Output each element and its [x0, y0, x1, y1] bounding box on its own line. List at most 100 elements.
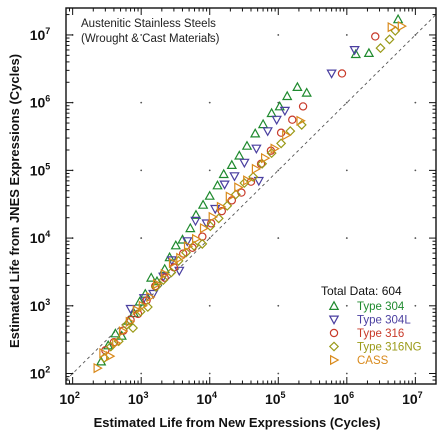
data-point	[281, 90, 293, 101]
legend-label: CASS	[357, 355, 389, 367]
data-point	[225, 191, 236, 202]
annotation-line-2: (Wrought & Cast Materials)	[81, 33, 220, 45]
data-point	[274, 100, 285, 111]
grid-dot	[140, 237, 143, 239]
data-point	[121, 319, 132, 331]
data-point	[298, 102, 308, 111]
x-tick-label: 103	[128, 390, 149, 407]
data-point	[234, 182, 244, 193]
data-point	[288, 115, 297, 124]
data-point	[326, 69, 337, 79]
grid-dot	[140, 101, 143, 104]
data-point	[93, 362, 103, 374]
data-point	[127, 322, 139, 334]
grid-dot	[345, 237, 348, 239]
grid-dot	[414, 237, 417, 239]
legend-label: Type 316NG	[357, 342, 422, 354]
legend-title: Total Data: 604	[321, 284, 402, 298]
grid-dot	[414, 304, 417, 307]
data-point	[239, 158, 250, 169]
grid-dot	[277, 34, 280, 36]
legend-label: Type 316	[357, 328, 404, 340]
data-point	[371, 32, 380, 41]
data-point	[230, 189, 241, 200]
y-axis-title: Estimated Life from JNES Expressions (Cy…	[7, 54, 22, 348]
data-point	[253, 176, 265, 187]
grid-dot	[277, 304, 280, 307]
data-point	[118, 326, 129, 337]
data-point	[248, 171, 259, 182]
grid-dot	[277, 237, 280, 239]
x-tick-label: 107	[402, 390, 423, 407]
y-tick-label: 102	[30, 365, 51, 382]
data-point	[292, 81, 303, 92]
data-point	[125, 316, 136, 328]
legend-marker	[330, 354, 340, 366]
data-point	[234, 150, 245, 160]
x-tick-label: 106	[334, 390, 355, 407]
grid-dot	[414, 34, 417, 36]
data-point	[296, 115, 306, 127]
legend-label: Type 304	[357, 301, 405, 313]
data-point	[241, 140, 253, 150]
data-point	[266, 148, 277, 159]
data-point	[105, 350, 116, 362]
grid-dot	[140, 169, 143, 172]
data-point	[337, 69, 347, 78]
grid-dot	[345, 169, 348, 172]
data-point	[185, 222, 196, 233]
y-tick-label: 105	[30, 161, 51, 178]
data-point	[176, 252, 186, 264]
data-point	[146, 291, 156, 303]
data-point	[153, 278, 163, 290]
data-point	[218, 168, 229, 179]
grid-dot	[345, 34, 348, 36]
plot-frame-layer	[65, 7, 437, 385]
data-point	[183, 240, 194, 252]
data-point	[135, 306, 146, 317]
data-point	[227, 196, 237, 205]
data-point	[208, 211, 219, 223]
data-point	[170, 239, 182, 250]
data-point	[174, 266, 185, 277]
data-point	[387, 21, 398, 33]
data-point	[188, 240, 200, 251]
series-type-316ng	[99, 25, 401, 363]
legend-marker	[329, 328, 339, 338]
grid-dot	[277, 169, 280, 172]
data-point	[301, 87, 312, 97]
data-point	[182, 237, 193, 247]
legend-marker	[328, 300, 340, 310]
grid-dot	[414, 169, 417, 172]
data-point	[270, 143, 280, 154]
grid-dot	[208, 304, 211, 307]
data-point	[249, 128, 261, 138]
grid-dot	[140, 372, 143, 375]
data-point	[243, 175, 253, 186]
data-point	[219, 180, 230, 190]
data-point	[105, 341, 116, 352]
grid-dot	[345, 304, 348, 307]
x-tick-label: 102	[59, 390, 80, 407]
grid-dot	[208, 237, 211, 239]
grid-dot	[345, 372, 348, 375]
data-point	[132, 304, 143, 316]
data-point	[375, 43, 386, 54]
data-point	[239, 177, 250, 189]
grid-dot	[414, 101, 417, 104]
data-point	[251, 144, 262, 155]
grid-dot	[208, 34, 211, 36]
data-point	[99, 347, 109, 359]
data-point	[190, 209, 202, 219]
series-cass	[93, 20, 408, 374]
data-point	[226, 159, 238, 169]
data-point	[212, 179, 223, 190]
data-point	[180, 247, 192, 258]
y-tick-label: 106	[30, 94, 51, 111]
y-tick-label: 104	[30, 229, 51, 246]
x-axis-title: Estimated Life from New Expressions (Cyc…	[94, 415, 381, 430]
grid-dot	[140, 34, 143, 36]
grid-dot	[208, 101, 211, 104]
